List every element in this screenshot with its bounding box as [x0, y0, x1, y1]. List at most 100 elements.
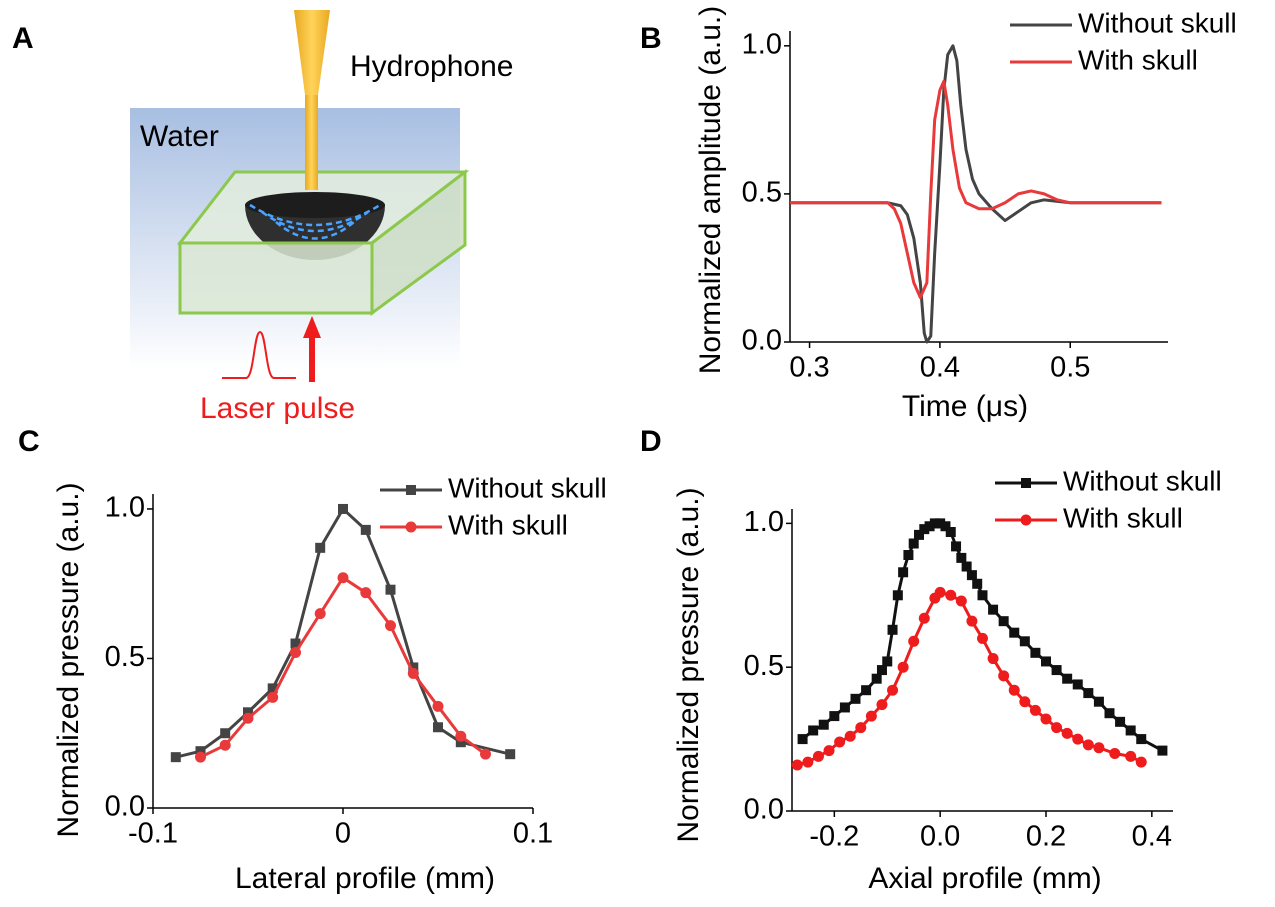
marker [887, 685, 898, 696]
marker [408, 668, 419, 679]
x-axis-label: Time (μs) [902, 390, 1028, 423]
marker [998, 670, 1009, 681]
marker [1094, 697, 1104, 707]
marker [792, 759, 803, 770]
x-tick-label: 0.4 [920, 352, 960, 384]
marker [988, 605, 998, 615]
marker [1052, 665, 1062, 675]
marker [338, 504, 348, 514]
marker [829, 711, 839, 721]
marker [819, 720, 829, 730]
marker [1051, 722, 1062, 733]
marker [824, 745, 835, 756]
marker [808, 725, 818, 735]
marker [834, 736, 845, 747]
marker [919, 613, 930, 624]
marker [1019, 696, 1030, 707]
marker [876, 699, 887, 710]
marker [798, 734, 808, 744]
marker [861, 685, 871, 695]
marker [1021, 478, 1031, 488]
marker [360, 587, 371, 598]
marker [338, 572, 349, 583]
y-axis-label: Normalized amplitude (a.u.) [694, 6, 727, 374]
y-tick-label: 1.0 [742, 28, 782, 60]
marker [406, 485, 416, 495]
marker [909, 539, 919, 549]
marker [1062, 728, 1073, 739]
marker [851, 694, 861, 704]
marker [1041, 656, 1051, 666]
marker [386, 585, 396, 595]
x-tick-label: 0.2 [1026, 821, 1066, 853]
legend-label: With skull [1063, 502, 1183, 533]
marker [908, 636, 919, 647]
laser-label: Laser pulse [200, 392, 355, 425]
marker [1109, 748, 1120, 759]
x-tick-label: 0.0 [920, 821, 960, 853]
panel-label: A [12, 22, 34, 55]
marker [840, 702, 850, 712]
marker [267, 692, 278, 703]
marker [956, 553, 966, 563]
marker [945, 590, 956, 601]
marker [866, 711, 877, 722]
hydrophone-tip [294, 10, 330, 95]
marker [845, 731, 856, 742]
marker [361, 525, 371, 535]
marker [999, 616, 1009, 626]
marker [898, 662, 909, 673]
marker [967, 570, 977, 580]
marker [977, 633, 988, 644]
marker [1093, 742, 1104, 753]
marker [315, 608, 326, 619]
marker [1125, 751, 1136, 762]
marker [1009, 685, 1020, 696]
marker [935, 587, 946, 598]
series-line [176, 509, 510, 757]
figure: A Hydrophone Water Laser pulse B0.30.40.… [0, 0, 1275, 907]
marker [988, 653, 999, 664]
marker [1083, 739, 1094, 750]
marker [171, 752, 181, 762]
x-axis-label: Lateral profile (mm) [235, 862, 495, 895]
hydrophone-label: Hydrophone [350, 50, 513, 83]
marker [956, 596, 967, 607]
marker [978, 590, 988, 600]
marker [1073, 679, 1083, 689]
panel-label: C [18, 425, 40, 458]
marker [1009, 628, 1019, 638]
marker [951, 541, 961, 551]
x-tick-label: 0.3 [789, 352, 829, 384]
marker [855, 722, 866, 733]
hydrophone-shaft [305, 95, 318, 190]
legend-label: Without skull [1078, 7, 1237, 38]
marker [1021, 515, 1032, 526]
series-line [790, 46, 1161, 342]
marker [243, 713, 254, 724]
y-tick-label: 1.0 [744, 506, 784, 538]
marker [1126, 725, 1136, 735]
x-tick-label: 0 [335, 818, 351, 850]
marker [903, 550, 913, 560]
panel-label: B [640, 22, 662, 55]
marker [480, 749, 491, 760]
marker [946, 527, 956, 537]
marker [1083, 688, 1093, 698]
marker [315, 543, 325, 553]
x-tick-label: 0.5 [1050, 352, 1090, 384]
marker [195, 752, 206, 763]
marker [433, 701, 444, 712]
block-front [180, 243, 372, 313]
marker [1105, 708, 1115, 718]
marker [220, 728, 230, 738]
y-axis-label: Normalized pressure (a.u.) [672, 487, 705, 842]
marker [385, 620, 396, 631]
x-tick-label: 0.4 [1132, 821, 1172, 853]
marker [505, 749, 515, 759]
y-axis-label: Normalized pressure (a.u.) [52, 482, 85, 837]
marker [972, 579, 982, 589]
y-tick-label: 0.5 [744, 650, 784, 682]
marker [888, 625, 898, 635]
